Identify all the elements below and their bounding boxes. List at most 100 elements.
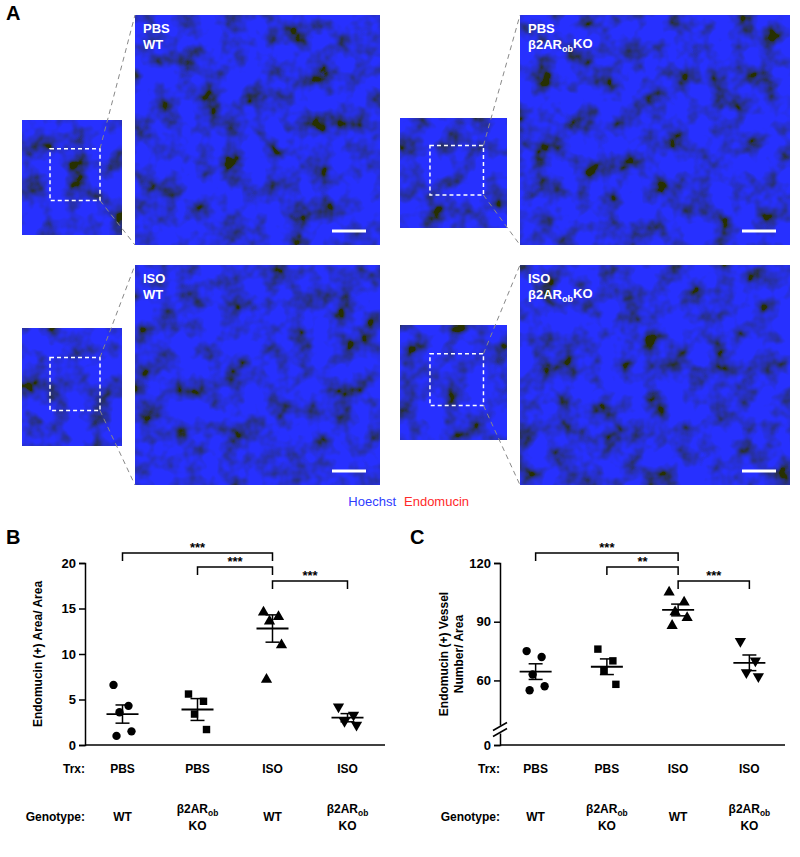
y-tick-mark bbox=[79, 563, 85, 565]
error-bar-cap bbox=[116, 722, 130, 724]
error-bar-cap bbox=[600, 658, 614, 660]
data-point bbox=[351, 722, 362, 732]
genotype-text: WT bbox=[263, 810, 282, 824]
genotype-label: KO bbox=[339, 819, 357, 833]
genotype-text: KO bbox=[573, 36, 593, 51]
data-point bbox=[735, 638, 746, 648]
y-tick: 10 bbox=[62, 647, 85, 662]
data-point bbox=[127, 727, 135, 735]
data-point bbox=[666, 619, 677, 629]
y-tick: 20 bbox=[62, 556, 85, 571]
zoom-box bbox=[50, 358, 100, 411]
zoom-line bbox=[483, 406, 520, 486]
genotype-subscript: ob bbox=[208, 808, 218, 818]
data-point bbox=[540, 682, 548, 690]
chart: B05101520Endomucin (+) Area/ AreaTrx:Gen… bbox=[6, 526, 385, 833]
y-tick: 15 bbox=[62, 601, 85, 616]
thumbnail-image bbox=[22, 120, 122, 235]
y-tick-mark bbox=[79, 699, 85, 701]
y-tick: 60 bbox=[477, 673, 500, 688]
image-label: ISO bbox=[528, 271, 550, 286]
y-tick-mark bbox=[494, 680, 500, 682]
error-bar-cap bbox=[671, 603, 685, 605]
genotype-subscript: ob bbox=[617, 808, 627, 818]
image-label: β2ARobKO bbox=[528, 286, 593, 304]
image-label: WT bbox=[143, 37, 163, 52]
error-bar-cap bbox=[742, 670, 756, 672]
y-tick-label: 120 bbox=[469, 556, 491, 571]
error-bar-cap bbox=[191, 720, 205, 722]
x-axis-line bbox=[85, 744, 385, 746]
zoom-line bbox=[483, 15, 520, 146]
significance-label: *** bbox=[599, 540, 615, 555]
y-tick-mark bbox=[79, 608, 85, 610]
zoom-line bbox=[483, 265, 520, 354]
y-tick-mark bbox=[494, 745, 500, 747]
genotype-label: β2ARob bbox=[327, 802, 369, 818]
zoom-image bbox=[135, 265, 380, 485]
genotype-subscript: ob bbox=[562, 294, 574, 304]
error-bar bbox=[266, 615, 280, 642]
zoom-line bbox=[100, 411, 135, 485]
zoom-box bbox=[430, 146, 484, 196]
zoom-box bbox=[430, 354, 484, 406]
chart: C06090120Endomucin (+) VesselNumber/ Are… bbox=[410, 526, 785, 833]
y-axis-line bbox=[494, 564, 501, 746]
scale-bar bbox=[332, 470, 366, 473]
genotype-label: β2ARob bbox=[177, 802, 219, 818]
error-bar bbox=[671, 604, 685, 616]
y-tick: 0 bbox=[484, 738, 500, 753]
error-bar-cap bbox=[529, 663, 543, 665]
genotype-subscript: ob bbox=[760, 808, 770, 818]
y-tick-label: 0 bbox=[484, 738, 491, 753]
genotype-text: β2AR bbox=[528, 37, 563, 52]
y-tick-label: 0 bbox=[69, 738, 76, 753]
y-tick-label: 10 bbox=[62, 647, 76, 662]
y-axis-title: Endomucin (+) Area/ Area bbox=[31, 581, 45, 727]
x-tick-label: ISO bbox=[668, 762, 689, 776]
y-axis: 05101520 bbox=[62, 556, 86, 753]
genotype-text: β2AR bbox=[177, 802, 209, 816]
scale-bar bbox=[332, 230, 366, 233]
error-bar bbox=[341, 714, 355, 722]
zoom-box bbox=[50, 149, 100, 201]
micrograph: ISOβ2ARobKO bbox=[400, 265, 790, 485]
error-bar-cap bbox=[266, 641, 280, 643]
scale-bar bbox=[742, 470, 776, 473]
error-bar bbox=[600, 659, 614, 675]
error-bar bbox=[191, 699, 205, 721]
significance-label: *** bbox=[190, 540, 206, 555]
y-tick-label: 60 bbox=[477, 673, 491, 688]
y-axis: 0 60 90 120 bbox=[469, 556, 500, 753]
genotype-text: KO bbox=[573, 286, 593, 301]
thumbnail-image bbox=[22, 328, 122, 446]
y-axis-title: Number/ Area bbox=[452, 615, 466, 694]
zoom-line bbox=[483, 195, 520, 245]
plot-area bbox=[107, 606, 364, 740]
genotype-label: β2ARob bbox=[586, 802, 628, 818]
y-tick-label: 90 bbox=[477, 614, 491, 629]
y-tick: 0 bbox=[69, 738, 85, 753]
genotype-label: KO bbox=[189, 819, 207, 833]
significance-label: *** bbox=[706, 568, 722, 583]
micrograph: PBSWT bbox=[22, 15, 380, 245]
y-tick: 120 bbox=[469, 556, 500, 571]
error-bar-cap bbox=[671, 615, 685, 617]
data-point bbox=[333, 704, 344, 714]
error-bar-cap bbox=[266, 614, 280, 616]
x-axis-line bbox=[500, 744, 785, 746]
image-label: PBS bbox=[528, 21, 555, 36]
panel-label: B bbox=[6, 526, 20, 548]
error-bar-stem bbox=[122, 705, 124, 723]
error-bar-cap bbox=[116, 704, 130, 706]
significance-label: ** bbox=[637, 554, 648, 569]
micrograph: PBSβ2ARobKO bbox=[400, 15, 790, 245]
data-point bbox=[109, 681, 117, 689]
y-axis-line bbox=[79, 564, 86, 746]
error-bar-stem bbox=[677, 604, 679, 616]
genotype-text: β2AR bbox=[729, 802, 761, 816]
row-label: Trx: bbox=[63, 762, 85, 776]
error-bar-cap bbox=[341, 721, 355, 723]
data-point bbox=[276, 638, 287, 648]
data-point bbox=[264, 615, 275, 625]
